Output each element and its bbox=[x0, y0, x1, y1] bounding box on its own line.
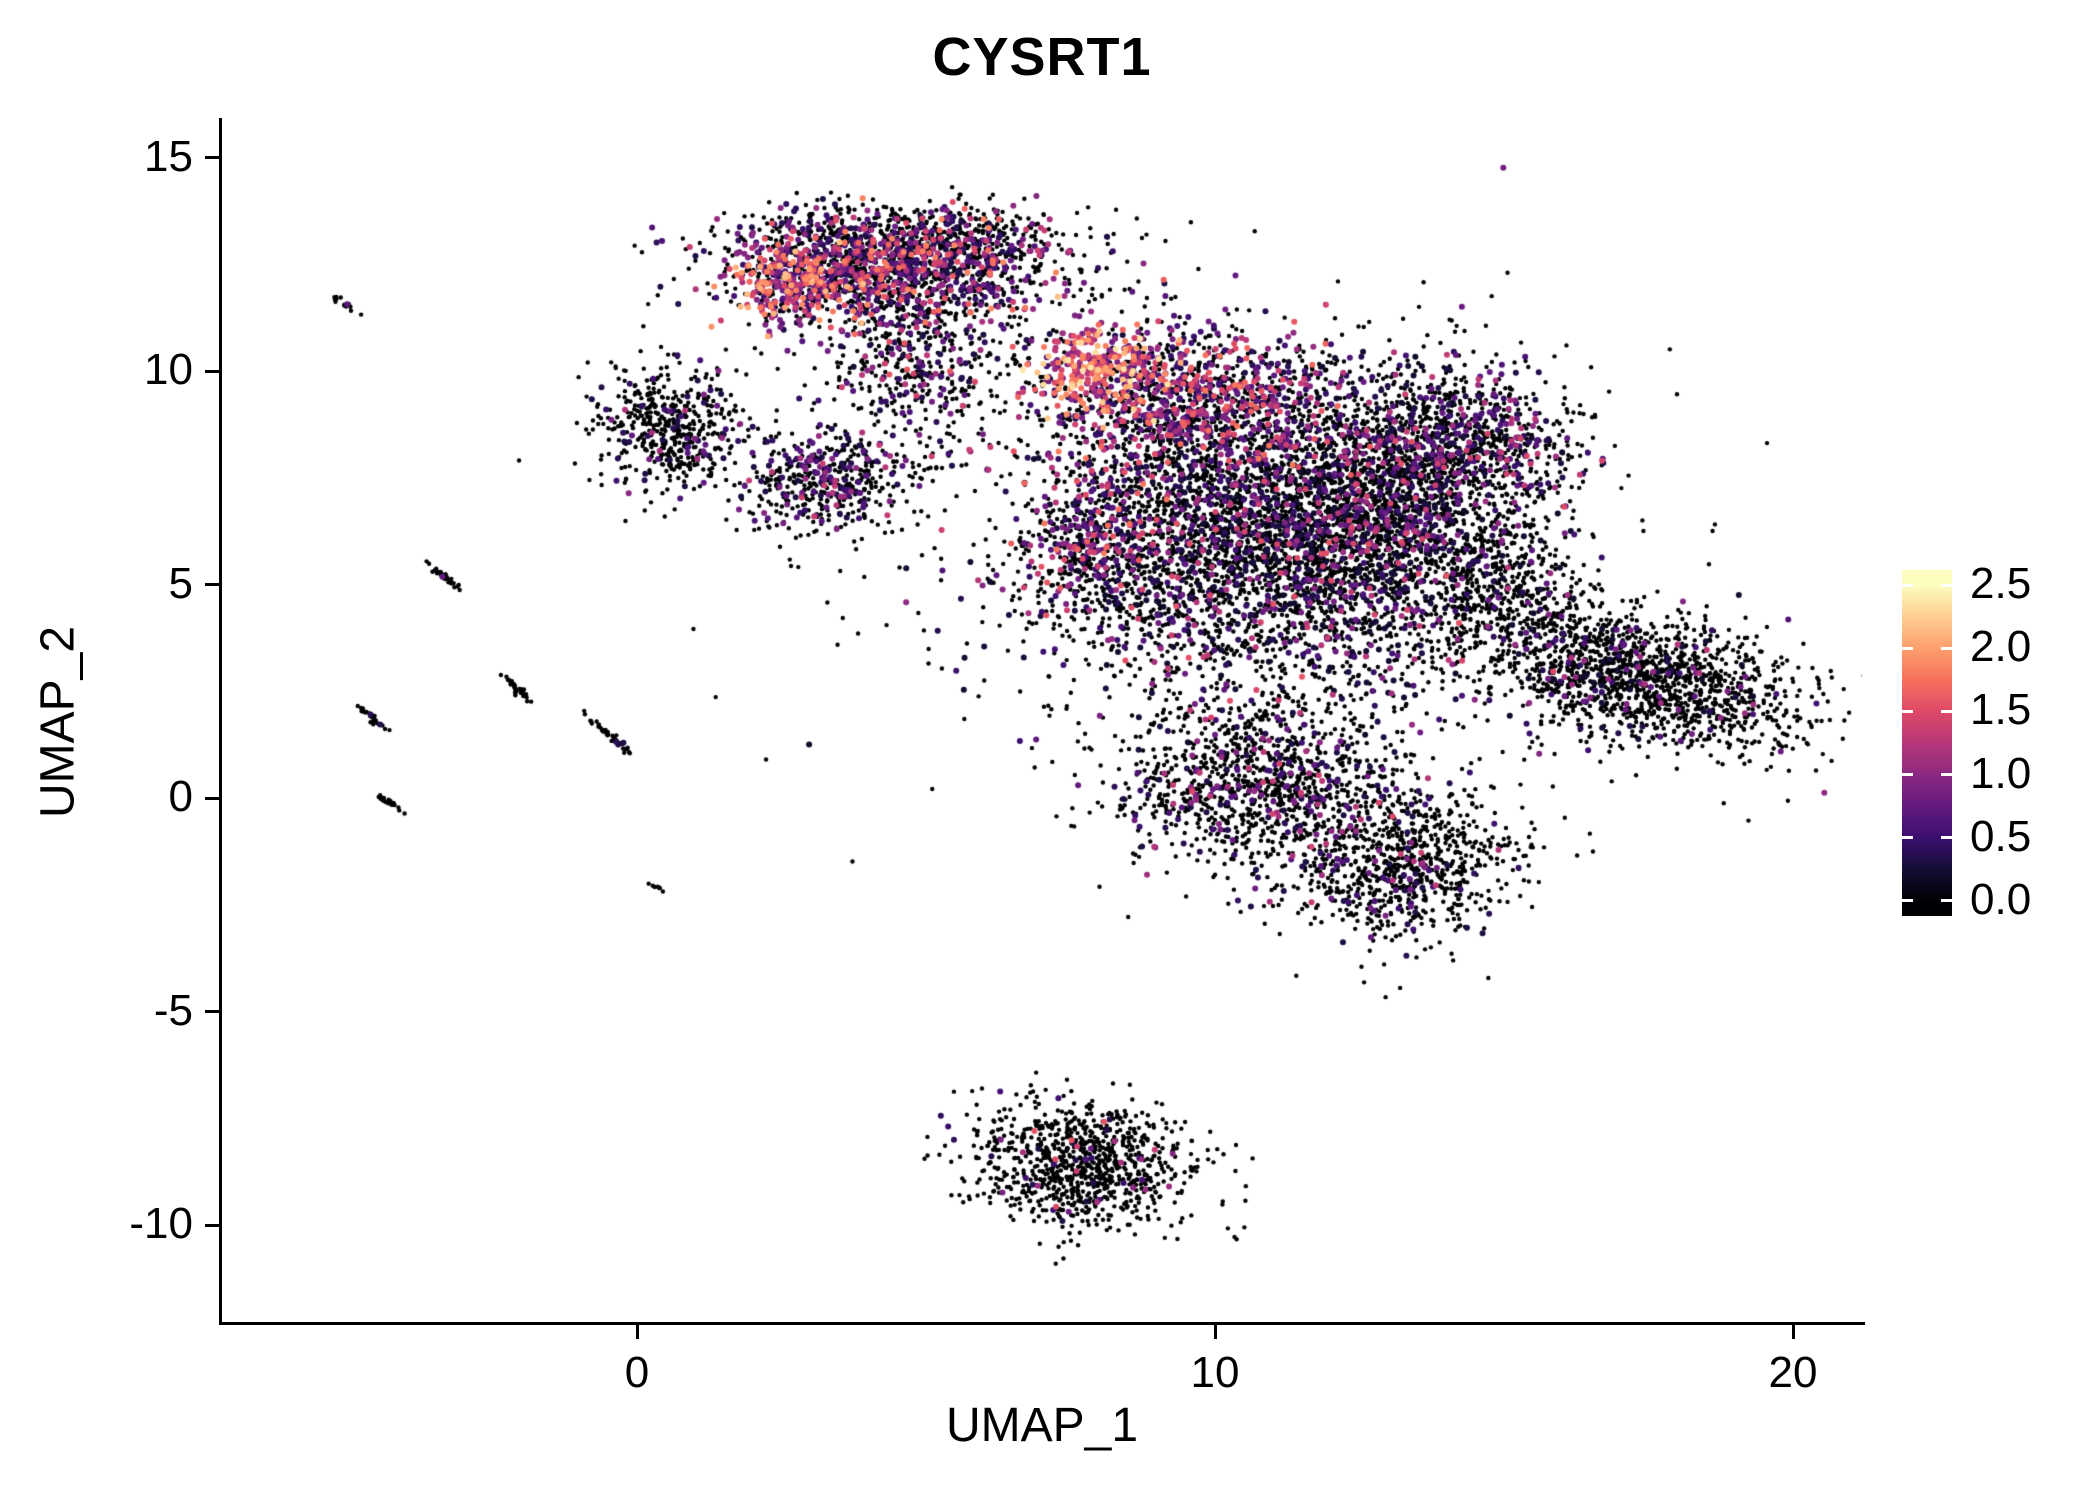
colorbar-tick-label: 0.5 bbox=[1970, 811, 2032, 861]
colorbar-tick-mark bbox=[1902, 836, 1913, 840]
colorbar-tick-mark bbox=[1902, 646, 1913, 650]
y-tick-mark bbox=[205, 369, 219, 373]
y-axis-line bbox=[219, 118, 222, 1325]
y-tick-mark bbox=[205, 156, 219, 159]
y-tick-label: -10 bbox=[129, 1199, 193, 1248]
y-tick-mark bbox=[205, 1010, 219, 1013]
colorbar-tick-label: 2.0 bbox=[1970, 622, 2032, 672]
x-tick-label: 10 bbox=[1190, 1348, 1240, 1397]
x-tick-mark bbox=[1791, 1325, 1795, 1339]
plot-title: CYSRT1 bbox=[932, 27, 1152, 87]
colorbar-tick-mark bbox=[1902, 709, 1913, 713]
y-tick-label: -5 bbox=[153, 985, 193, 1035]
x-tick-label: 0 bbox=[624, 1348, 650, 1397]
colorbar-tick-mark bbox=[1941, 899, 1952, 903]
y-tick-mark bbox=[205, 796, 219, 800]
colorbar-tick-label: 1.0 bbox=[1970, 748, 2032, 798]
x-tick-mark bbox=[1213, 1325, 1217, 1339]
y-tick-label: 10 bbox=[144, 345, 193, 394]
expression-colorbar bbox=[1902, 570, 1952, 916]
y-tick-mark bbox=[205, 1223, 219, 1227]
colorbar-tick-label: 0.0 bbox=[1970, 874, 2032, 924]
colorbar-tick-mark bbox=[1902, 899, 1913, 903]
colorbar-tick-mark bbox=[1941, 773, 1952, 777]
x-axis-line bbox=[219, 1322, 1865, 1325]
x-tick-mark bbox=[635, 1325, 639, 1339]
colorbar-tick-mark bbox=[1941, 646, 1952, 650]
x-axis-label: UMAP_1 bbox=[945, 1399, 1139, 1452]
colorbar-tick-label: 1.5 bbox=[1970, 685, 2032, 735]
y-tick-label: 15 bbox=[144, 131, 193, 181]
colorbar-tick-mark bbox=[1941, 709, 1952, 713]
colorbar-tick-mark bbox=[1902, 583, 1913, 587]
colorbar-gradient bbox=[1902, 570, 1952, 916]
y-tick-label: 5 bbox=[168, 558, 193, 608]
colorbar-tick-mark bbox=[1941, 836, 1952, 840]
x-tick-label: 20 bbox=[1768, 1348, 1818, 1397]
colorbar-tick-label: 2.5 bbox=[1970, 559, 2032, 609]
colorbar-tick-mark bbox=[1941, 583, 1952, 587]
colorbar-tick-mark bbox=[1902, 773, 1913, 777]
y-tick-label: 0 bbox=[168, 772, 193, 821]
y-tick-mark bbox=[205, 583, 219, 586]
